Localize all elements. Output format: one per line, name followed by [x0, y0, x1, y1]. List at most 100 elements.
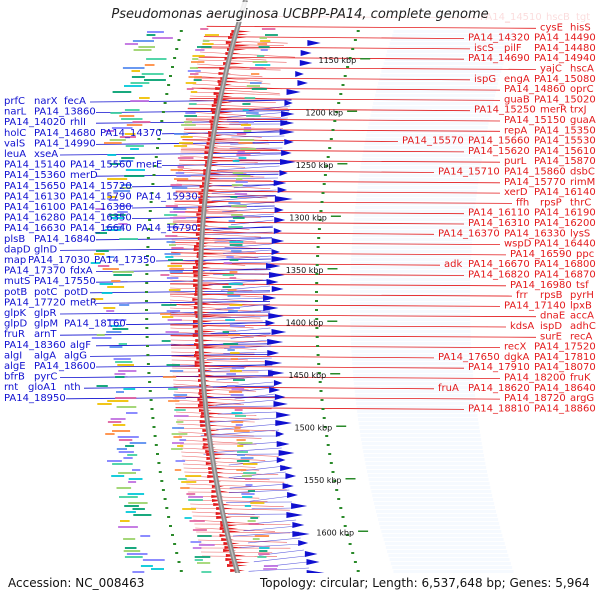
leader-line-forward [170, 343, 257, 350]
annotation-band-segment [258, 46, 270, 48]
reverse-gene-arrow [280, 159, 296, 165]
annotation-band-segment [180, 487, 190, 489]
leader-line-reverse [210, 327, 271, 334]
leader-line-forward [191, 87, 501, 91]
reverse-gene-arrow [284, 139, 294, 145]
annotation-band-segment [114, 373, 126, 375]
annotation-band-segment [118, 439, 133, 441]
glow-segment [359, 426, 480, 429]
gene-label-forward: PA14_15570 [402, 136, 464, 147]
annotation-band-segment [228, 334, 241, 336]
leader-line-reverse [232, 531, 300, 537]
annotation-band-segment [105, 226, 123, 228]
kbp-tick-label: 1550 kbp [304, 476, 342, 485]
backbone-highlight [199, 0, 247, 600]
annotation-band-segment [230, 394, 244, 396]
leader-line-forward [198, 56, 465, 60]
gene-label-forward: PA14_14320 [468, 33, 530, 44]
annotation-band-segment [171, 187, 188, 189]
glow-segment [364, 458, 485, 461]
tick-dash [316, 345, 320, 347]
annotation-band-segment [223, 343, 239, 345]
glow-segment [378, 518, 499, 521]
annotation-band-segment [112, 430, 131, 432]
leader-line-reverse [59, 152, 282, 156]
gene-label-reverse: PA14_18950 [4, 393, 66, 404]
gene-label-forward: ppc [576, 249, 594, 260]
annotation-band-segment [231, 388, 245, 390]
glow-segment [351, 342, 471, 345]
glow-segment [361, 162, 482, 165]
tick-dash [148, 210, 152, 212]
leader-line-reverse [211, 195, 276, 202]
leader-line-forward [187, 107, 276, 110]
annotation-band-segment [127, 493, 145, 495]
glow-segment [392, 34, 513, 37]
annotation-band-segment [260, 49, 268, 51]
reverse-gene-arrow [292, 531, 310, 537]
leader-line-forward [171, 251, 256, 258]
kbp-tick-mark [358, 530, 369, 532]
tick-dash [337, 498, 341, 500]
annotation-band-segment [125, 445, 135, 447]
gene-label-forward: PA14_15610 [534, 146, 596, 157]
glow-segment [380, 74, 501, 77]
tick-dash [337, 102, 341, 104]
annotation-band-segment [125, 169, 145, 171]
leader-line-reverse [215, 303, 271, 310]
gene-label-reverse: dapD [4, 244, 31, 255]
gene-label-reverse: map [4, 255, 26, 266]
tick-dash [177, 561, 181, 563]
annotation-band-segment [169, 217, 186, 219]
leader-line-forward [181, 455, 266, 461]
tick-dash [339, 93, 343, 95]
annotation-band-segment [110, 217, 125, 219]
annotation-band-segment [119, 496, 138, 498]
glow-segment [370, 114, 491, 117]
glow-segment [373, 102, 494, 105]
annotation-band-segment [132, 571, 145, 573]
tick-dash [145, 300, 148, 302]
gene-label-reverse: valS [4, 138, 25, 149]
glow-segment [370, 486, 491, 489]
annotation-band-segment [118, 451, 134, 453]
annotation-band-segment [106, 331, 122, 333]
annotation-band-segment [237, 451, 248, 453]
leader-line-forward [176, 180, 501, 184]
annotation-band-segment [116, 487, 132, 489]
glow-segment [350, 282, 471, 285]
leader-line-reverse [192, 297, 271, 301]
tick-dash [341, 84, 345, 86]
kbp-tick-mark [330, 215, 341, 217]
kbp-tick-mark [327, 320, 338, 322]
tick-dash [317, 372, 321, 374]
tick-dash [353, 561, 357, 563]
leader-line-forward [172, 231, 262, 238]
annotation-band-segment [124, 43, 138, 45]
reverse-gene-arrow [271, 286, 284, 292]
annotation-band-segment [118, 370, 137, 372]
leader-line-reverse [217, 411, 277, 415]
annotation-band-segment [166, 364, 180, 366]
leader-line-reverse [211, 189, 277, 194]
annotation-band-segment [250, 82, 262, 84]
annotation-band-segment [165, 205, 178, 207]
kbp-tick-label: 1500 kbp [294, 424, 332, 433]
annotation-band-segment [130, 148, 139, 150]
gene-label-reverse: fruR [4, 329, 25, 340]
tick-dash [146, 255, 149, 257]
leader-line-reverse [233, 477, 288, 479]
leader-line-forward [198, 539, 288, 543]
annotation-band-segment [110, 418, 126, 420]
annotation-band-segment [231, 214, 243, 216]
kbp-tick-label: 1600 kbp [316, 529, 354, 538]
tick-dash [150, 408, 154, 410]
leader-line-forward [172, 221, 465, 225]
glow-segment [350, 318, 471, 321]
forward-gene-arrow [219, 534, 230, 537]
tick-dash [152, 174, 156, 176]
forward-gene-arrow [199, 401, 218, 404]
leader-line-reverse [233, 183, 278, 189]
annotation-band-segment [109, 163, 121, 165]
tick-dash [149, 399, 153, 401]
